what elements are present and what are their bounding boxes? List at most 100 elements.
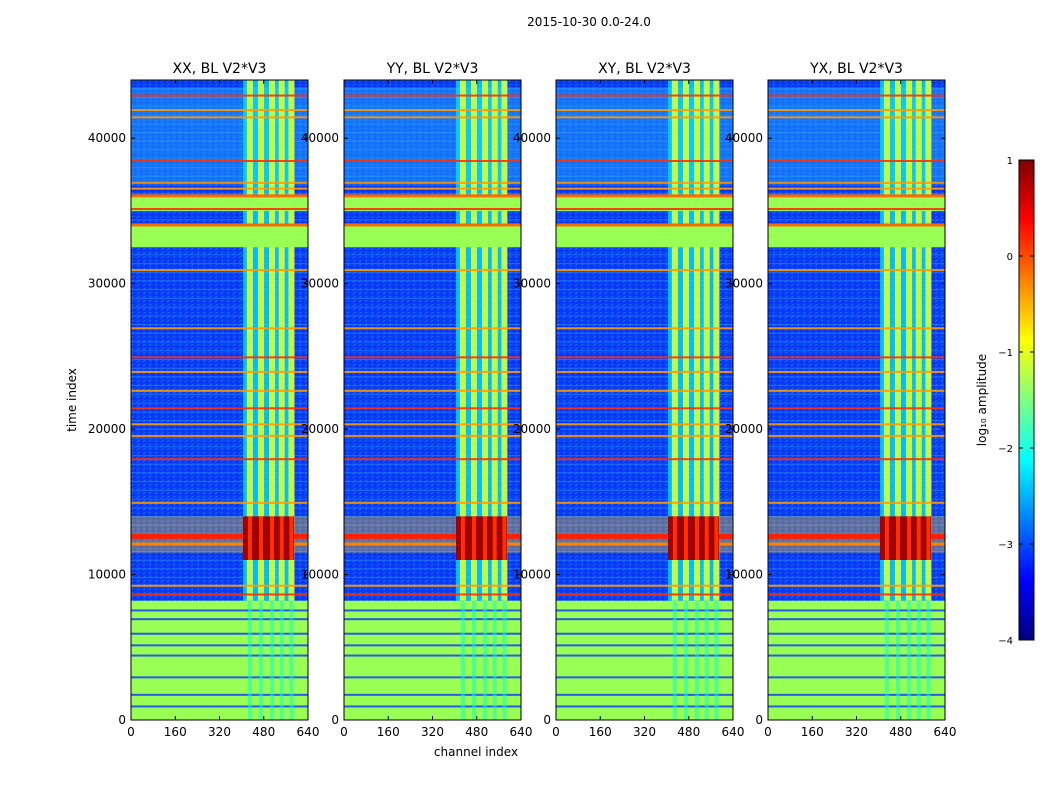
noise-row (768, 507, 945, 509)
noise-row (344, 105, 521, 107)
noise-row (556, 454, 733, 456)
noise-row (131, 393, 308, 395)
rfi-hotspot-line (672, 516, 677, 560)
y-tick-label: 30000 (301, 277, 339, 291)
flagged-row (344, 160, 521, 162)
bright-channel-line (257, 80, 264, 601)
noise-row (556, 463, 733, 465)
noise-row (131, 297, 308, 299)
flagged-row (768, 501, 945, 504)
flagged-row (131, 116, 308, 119)
flagged-row (556, 208, 733, 210)
noise-row (344, 559, 521, 561)
noise-row (768, 411, 945, 413)
flag-gap-row (768, 705, 945, 708)
noise-row (344, 498, 521, 500)
noise-row (131, 341, 308, 343)
noise-row (556, 289, 733, 291)
bright-channel-line (288, 80, 295, 601)
low-block-channel (884, 600, 889, 720)
y-tick-label: 30000 (725, 277, 763, 291)
x-tick-label: 640 (297, 725, 320, 739)
y-tick-label: 20000 (301, 422, 339, 436)
noise-row (556, 498, 733, 500)
low-block-channel (460, 600, 465, 720)
flagged-row (344, 116, 521, 119)
noise-row (344, 350, 521, 352)
flagged-row (768, 370, 945, 373)
bright-channel-line (915, 80, 922, 601)
noise-row (768, 402, 945, 404)
flagged-row (131, 109, 308, 112)
panel-title: XX, BL V2*V3 (173, 61, 267, 77)
flagged-row (556, 389, 733, 392)
rfi-hotspot-line (258, 516, 263, 560)
flagged-row (344, 593, 521, 596)
flagged-block-edge (131, 223, 308, 227)
flagged-row (556, 356, 733, 359)
noise-row (768, 262, 945, 264)
flagged-row (768, 458, 945, 461)
x-tick-label: 320 (845, 725, 868, 739)
noise-row (768, 472, 945, 474)
flag-gap-row (556, 644, 733, 647)
noise-row (768, 175, 945, 177)
noise-row (556, 393, 733, 395)
noise-row (131, 489, 308, 491)
rfi-hotspot-line (714, 516, 719, 560)
flagged-block-low (768, 600, 945, 720)
noise-row (344, 184, 521, 186)
low-block-channel (471, 600, 476, 720)
noise-row (131, 498, 308, 500)
flagged-row (344, 327, 521, 330)
colorbar-tick-label: −2 (998, 444, 1013, 455)
noise-row (131, 446, 308, 448)
flag-gap-row (344, 676, 521, 679)
noise-row (768, 367, 945, 369)
noise-row (768, 140, 945, 142)
noise-row (556, 315, 733, 317)
flagged-row (344, 109, 521, 112)
flagged-row (768, 593, 945, 596)
x-tick-label: 160 (801, 725, 824, 739)
noise-row (556, 105, 733, 107)
rfi-event-line (556, 542, 733, 546)
noise-row (344, 210, 521, 212)
flagged-row (556, 434, 733, 437)
noise-row (131, 376, 308, 378)
noise-row (768, 568, 945, 570)
flagged-row (768, 389, 945, 392)
noise-row (556, 481, 733, 483)
noise-row (556, 550, 733, 552)
flagged-row (131, 327, 308, 330)
flagged-row (556, 407, 733, 410)
x-tick-label: 160 (589, 725, 612, 739)
noise-row (556, 158, 733, 160)
noise-row (768, 550, 945, 552)
noise-row (344, 219, 521, 221)
low-block-channel (714, 600, 719, 720)
flag-gap-row (131, 644, 308, 647)
bright-channel-line (470, 80, 477, 601)
noise-row (556, 516, 733, 518)
noise-row (768, 577, 945, 579)
low-block-channel (492, 600, 497, 720)
rfi-hotspot-line (926, 516, 931, 560)
flagged-row (768, 116, 945, 119)
flagged-row (131, 584, 308, 587)
flagged-block-low (556, 600, 733, 720)
rfi-hotspot-line (483, 516, 488, 560)
noise-row (556, 175, 733, 177)
noise-row (344, 411, 521, 413)
flagged-row (556, 187, 733, 190)
low-block-channel (683, 600, 688, 720)
noise-row (768, 454, 945, 456)
noise-row (344, 97, 521, 99)
noise-row (344, 332, 521, 334)
y-tick-label: 20000 (725, 422, 763, 436)
figure-suptitle: 2015-10-30 0.0-24.0 (527, 15, 651, 29)
noise-row (768, 289, 945, 291)
x-tick-label: 320 (421, 725, 444, 739)
noise-row (344, 88, 521, 90)
